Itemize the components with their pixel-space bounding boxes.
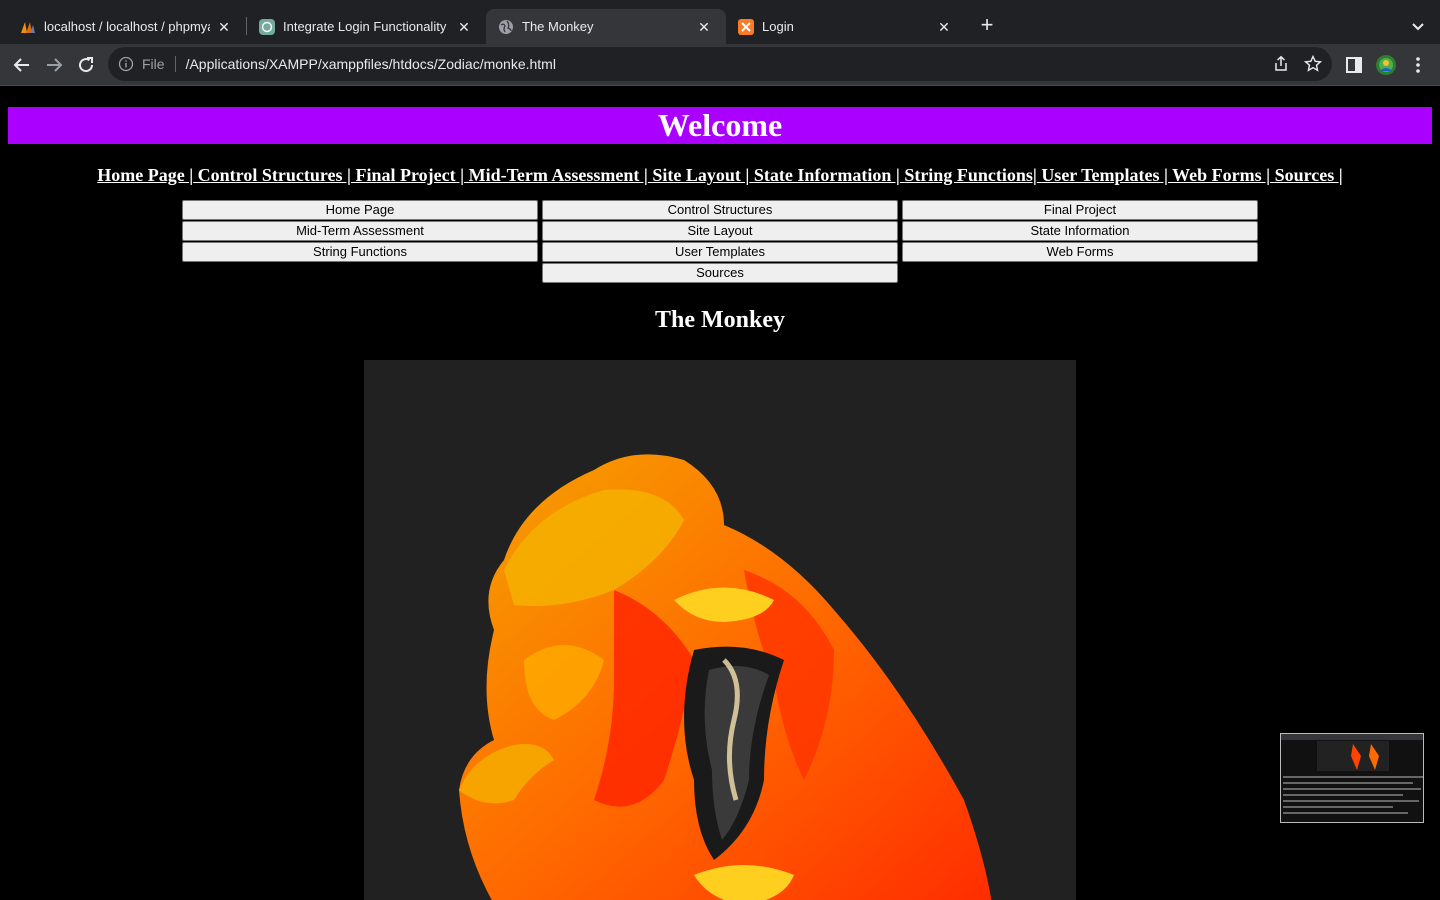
home-page-button[interactable]: Home Page bbox=[182, 200, 538, 220]
user-templates-button[interactable]: User Templates bbox=[542, 242, 898, 262]
back-arrow-icon[interactable] bbox=[10, 53, 34, 77]
monkey-image bbox=[364, 360, 1076, 900]
share-icon[interactable] bbox=[1272, 55, 1290, 73]
close-icon[interactable]: ✕ bbox=[938, 18, 950, 35]
side-panel-icon[interactable] bbox=[1344, 55, 1364, 75]
close-icon[interactable]: ✕ bbox=[698, 18, 710, 35]
control-structures-button[interactable]: Control Structures bbox=[542, 200, 898, 220]
tab-strip: localhost / localhost / phpmyad ✕ Integr… bbox=[0, 0, 1440, 44]
monkey-illustration bbox=[459, 454, 992, 900]
bookmark-star-icon[interactable] bbox=[1304, 55, 1322, 73]
forward-arrow-icon[interactable] bbox=[42, 53, 66, 77]
state-information-button[interactable]: State Information bbox=[902, 221, 1258, 241]
link-mid-term-assessment[interactable]: Mid-Term Assessment | bbox=[468, 165, 648, 185]
link-home-page[interactable]: Home Page | bbox=[97, 165, 194, 185]
url-text[interactable]: /Applications/XAMPP/xamppfiles/htdocs/Zo… bbox=[185, 56, 556, 72]
link-sources[interactable]: Sources | bbox=[1274, 165, 1343, 185]
info-icon[interactable] bbox=[118, 56, 134, 72]
link-control-structures[interactable]: Control Structures | bbox=[197, 165, 351, 185]
tab-chatgpt[interactable]: Integrate Login Functionality ✕ bbox=[239, 9, 486, 44]
web-forms-button[interactable]: Web Forms bbox=[902, 242, 1258, 262]
chevron-down-icon[interactable] bbox=[1408, 16, 1428, 36]
link-string-functions[interactable]: String Functions| bbox=[904, 165, 1037, 185]
tab-phpmyadmin[interactable]: localhost / localhost / phpmyad ✕ bbox=[0, 9, 246, 44]
link-site-layout[interactable]: Site Layout | bbox=[652, 165, 750, 185]
tab-the-monkey[interactable]: The Monkey ✕ bbox=[486, 9, 726, 44]
close-icon[interactable]: ✕ bbox=[218, 18, 230, 35]
string-functions-button[interactable]: String Functions bbox=[182, 242, 538, 262]
more-options-icon[interactable] bbox=[1408, 55, 1428, 75]
link-web-forms[interactable]: Web Forms | bbox=[1172, 165, 1271, 185]
thumbnail-preview bbox=[1281, 734, 1423, 814]
sources-button[interactable]: Sources bbox=[542, 263, 898, 283]
tab-title: Login bbox=[762, 19, 794, 34]
nav-link-bar: Home Page | Control Structures | Final P… bbox=[0, 165, 1440, 186]
tab-divider bbox=[246, 17, 247, 35]
page-content: Welcome Home Page | Control Structures |… bbox=[0, 87, 1440, 900]
tab-login[interactable]: Login ✕ bbox=[718, 9, 966, 44]
scheme-label: File bbox=[142, 56, 165, 72]
xampp-icon bbox=[738, 18, 754, 35]
link-user-templates[interactable]: User Templates | bbox=[1041, 165, 1168, 185]
browser-toolbar: File /Applications/XAMPP/xamppfiles/htdo… bbox=[0, 44, 1440, 86]
window-thumbnail[interactable] bbox=[1280, 733, 1424, 823]
profile-avatar[interactable] bbox=[1375, 54, 1397, 76]
phpmyadmin-icon bbox=[21, 21, 35, 33]
tab-title: The Monkey bbox=[522, 19, 594, 34]
final-project-button[interactable]: Final Project bbox=[902, 200, 1258, 220]
reload-icon[interactable] bbox=[74, 53, 98, 77]
link-state-information[interactable]: State Information | bbox=[753, 165, 900, 185]
tab-title: Integrate Login Functionality bbox=[283, 19, 447, 34]
site-layout-button[interactable]: Site Layout bbox=[542, 221, 898, 241]
globe-icon bbox=[499, 19, 513, 34]
welcome-banner: Welcome bbox=[8, 107, 1432, 144]
mid-term-assessment-button[interactable]: Mid-Term Assessment bbox=[182, 221, 538, 241]
address-bar[interactable]: File /Applications/XAMPP/xamppfiles/htdo… bbox=[108, 47, 1332, 81]
divider bbox=[174, 56, 176, 72]
close-icon[interactable]: ✕ bbox=[458, 18, 470, 35]
page-heading: The Monkey bbox=[654, 307, 785, 333]
tab-title: localhost / localhost / phpmyad bbox=[44, 19, 210, 34]
chatgpt-icon bbox=[259, 18, 275, 35]
link-final-project[interactable]: Final Project | bbox=[355, 165, 465, 185]
new-tab-button[interactable]: + bbox=[980, 12, 994, 37]
